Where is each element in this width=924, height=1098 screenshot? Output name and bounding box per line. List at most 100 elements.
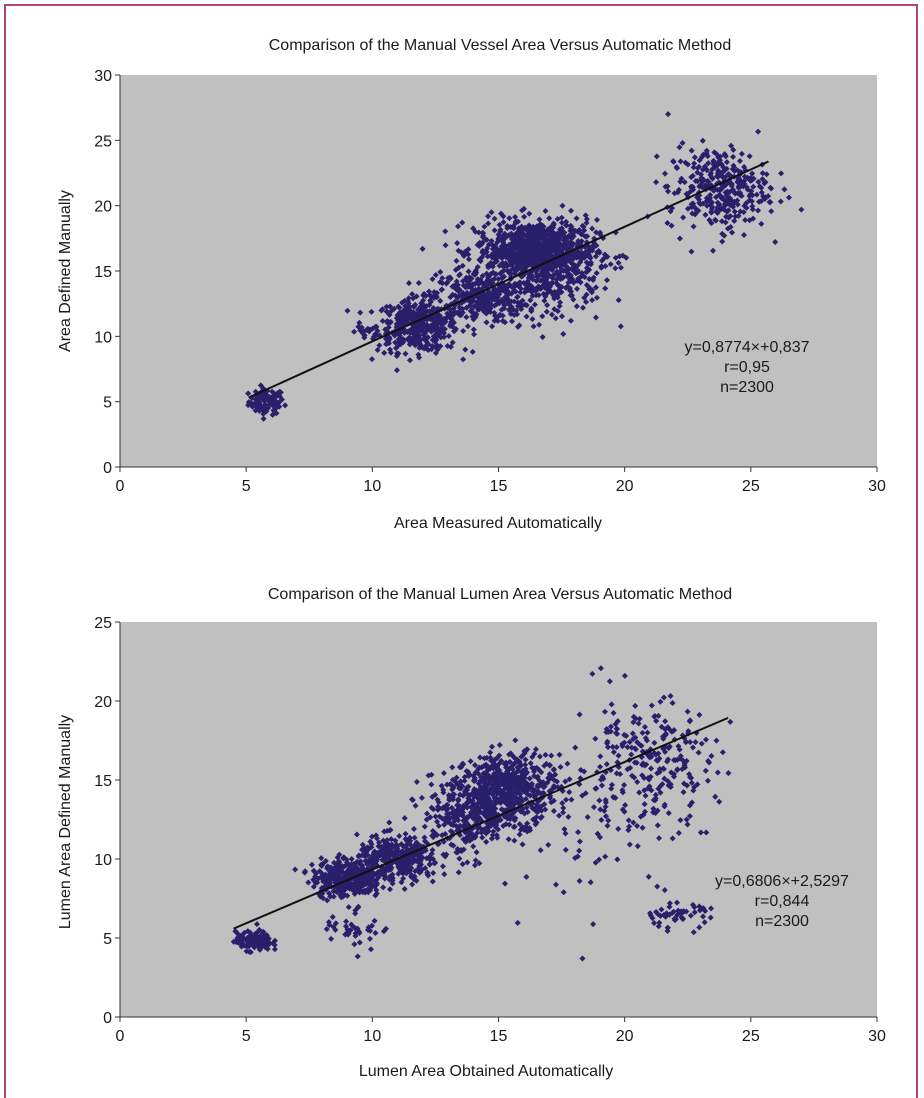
data-point bbox=[327, 893, 334, 900]
data-point bbox=[518, 223, 525, 230]
data-point bbox=[692, 205, 699, 212]
data-point bbox=[505, 280, 512, 287]
data-point bbox=[691, 160, 698, 167]
data-point bbox=[577, 279, 584, 286]
data-point bbox=[675, 186, 682, 193]
data-point bbox=[549, 236, 556, 243]
data-point bbox=[471, 303, 478, 310]
data-point bbox=[564, 272, 571, 279]
data-point bbox=[401, 886, 408, 893]
data-point bbox=[488, 277, 495, 284]
data-point bbox=[386, 886, 393, 893]
data-point bbox=[292, 866, 299, 873]
data-point bbox=[670, 158, 677, 165]
data-point bbox=[529, 316, 536, 323]
data-point bbox=[481, 223, 488, 230]
data-point bbox=[705, 178, 712, 185]
data-point bbox=[549, 265, 556, 272]
data-point bbox=[510, 242, 517, 249]
x-tick-label: 25 bbox=[742, 1028, 760, 1045]
data-point bbox=[426, 854, 433, 861]
data-point bbox=[747, 177, 754, 184]
data-point bbox=[568, 288, 575, 295]
data-point bbox=[534, 239, 541, 246]
data-point bbox=[282, 402, 289, 409]
x-tick-label: 30 bbox=[868, 478, 886, 495]
data-point bbox=[311, 868, 318, 875]
data-point bbox=[587, 259, 594, 266]
data-point bbox=[581, 227, 588, 234]
data-point bbox=[263, 936, 270, 943]
data-point bbox=[488, 253, 495, 260]
data-point bbox=[579, 272, 586, 279]
data-point bbox=[576, 226, 583, 233]
data-point bbox=[602, 285, 609, 292]
data-point bbox=[573, 303, 580, 310]
data-point bbox=[438, 286, 445, 293]
y-tick-label: 25 bbox=[94, 615, 112, 632]
data-point bbox=[785, 194, 792, 201]
data-point bbox=[558, 313, 565, 320]
data-point bbox=[477, 258, 484, 265]
data-point bbox=[276, 388, 283, 395]
data-point bbox=[412, 336, 419, 343]
data-point bbox=[741, 202, 748, 209]
data-point bbox=[768, 208, 775, 215]
data-point bbox=[437, 297, 444, 304]
data-point bbox=[514, 293, 521, 300]
data-point bbox=[484, 253, 491, 260]
data-point bbox=[665, 188, 672, 195]
data-point bbox=[491, 227, 498, 234]
data-point bbox=[402, 327, 409, 334]
data-point bbox=[489, 323, 496, 330]
data-point bbox=[308, 861, 315, 868]
data-point bbox=[583, 298, 590, 305]
data-point bbox=[252, 388, 259, 395]
data-point bbox=[383, 303, 390, 310]
data-point bbox=[432, 313, 439, 320]
data-point bbox=[561, 229, 568, 236]
data-point bbox=[476, 306, 483, 313]
data-point bbox=[439, 280, 446, 287]
data-point bbox=[399, 299, 406, 306]
data-point bbox=[505, 299, 512, 306]
data-point bbox=[472, 269, 479, 276]
data-point bbox=[562, 255, 569, 262]
data-point bbox=[465, 256, 472, 263]
data-point bbox=[719, 230, 726, 237]
chart1-y-axis-label: Area Defined Manually bbox=[57, 190, 74, 352]
data-point bbox=[547, 260, 554, 267]
data-point bbox=[246, 948, 253, 955]
data-point bbox=[468, 275, 475, 282]
data-point bbox=[521, 213, 528, 220]
data-point bbox=[340, 855, 347, 862]
y-tick-label: 30 bbox=[94, 68, 112, 85]
data-point bbox=[392, 339, 399, 346]
data-point bbox=[688, 147, 695, 154]
data-point bbox=[730, 153, 737, 160]
data-point bbox=[357, 309, 364, 316]
data-point bbox=[376, 342, 383, 349]
data-point bbox=[563, 263, 570, 270]
data-point bbox=[617, 323, 624, 330]
data-point bbox=[409, 291, 416, 298]
data-point bbox=[355, 323, 362, 330]
data-point bbox=[512, 288, 519, 295]
data-point bbox=[590, 274, 597, 281]
data-point bbox=[443, 315, 450, 322]
data-point bbox=[548, 311, 555, 318]
data-point bbox=[509, 234, 516, 241]
data-point bbox=[469, 348, 476, 355]
data-point bbox=[592, 284, 599, 291]
data-point bbox=[601, 251, 608, 258]
data-point bbox=[479, 306, 486, 313]
data-point bbox=[447, 275, 454, 282]
data-point bbox=[426, 302, 433, 309]
data-point bbox=[533, 287, 540, 294]
data-point bbox=[536, 216, 543, 223]
data-point bbox=[415, 331, 422, 338]
data-point bbox=[582, 233, 589, 240]
data-point bbox=[387, 318, 394, 325]
data-point bbox=[558, 219, 565, 226]
data-point bbox=[386, 819, 393, 826]
